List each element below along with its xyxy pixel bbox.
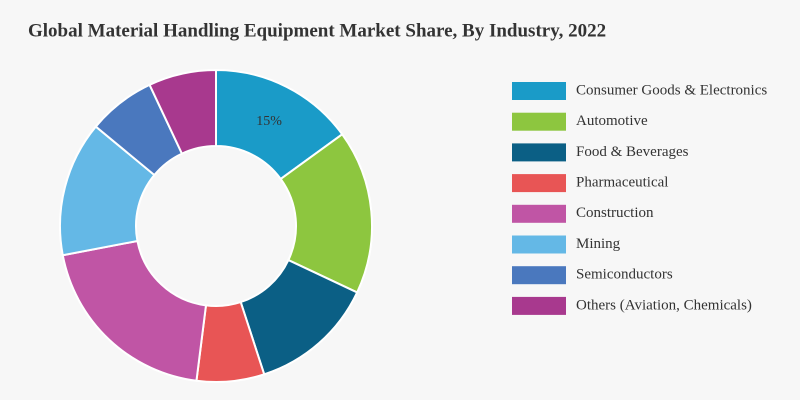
donut-segment [148,68,217,155]
legend-label: Automotive [576,113,648,129]
legend-label: Others (Aviation, Chemicals) [576,297,752,313]
legend-swatch [512,82,566,100]
legend-swatch [512,143,566,162]
legend-label: Consumer Goods & Electronics [576,82,767,98]
legend-swatch [512,266,566,285]
legend-swatch [512,174,566,193]
legend-swatch [512,204,566,223]
donut-segment [279,132,373,294]
legend-label: Construction [576,205,654,221]
legend-swatch [512,296,566,315]
legend-label: Pharmaceutical [576,175,668,191]
legend-label: Semiconductors [576,267,673,283]
legend-swatch [512,235,566,254]
donut-segment [61,239,208,382]
chart-title: Global Material Handling Equipment Marke… [28,20,606,41]
data-label: 15% [256,114,282,129]
legend-swatch [512,112,566,131]
legend-label: Mining [576,236,621,252]
legend-label: Food & Beverages [576,144,689,160]
